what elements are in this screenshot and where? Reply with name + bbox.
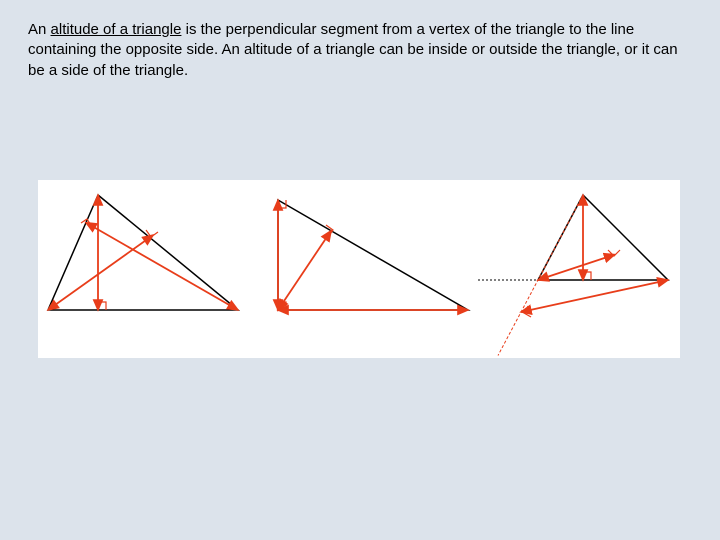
figure-panel	[38, 180, 680, 358]
right-triangle	[278, 200, 468, 310]
right-angle-marker	[98, 302, 106, 310]
definition-paragraph: An altitude of a triangle is the perpend…	[0, 0, 720, 81]
def-prefix: An	[28, 21, 51, 38]
obtuse-triangle-group	[478, 195, 668, 356]
def-term: altitude of a triangle	[51, 21, 182, 38]
altitudes-diagram	[38, 180, 680, 358]
obtuse-altitude-from-C	[521, 280, 668, 312]
side-AB-extension	[498, 195, 583, 356]
acute-triangle-group	[48, 195, 238, 310]
right-altitude-from-B	[278, 231, 331, 310]
right-angle-marker	[583, 272, 591, 280]
obtuse-triangle	[538, 195, 668, 280]
right-triangle-group	[278, 200, 468, 310]
